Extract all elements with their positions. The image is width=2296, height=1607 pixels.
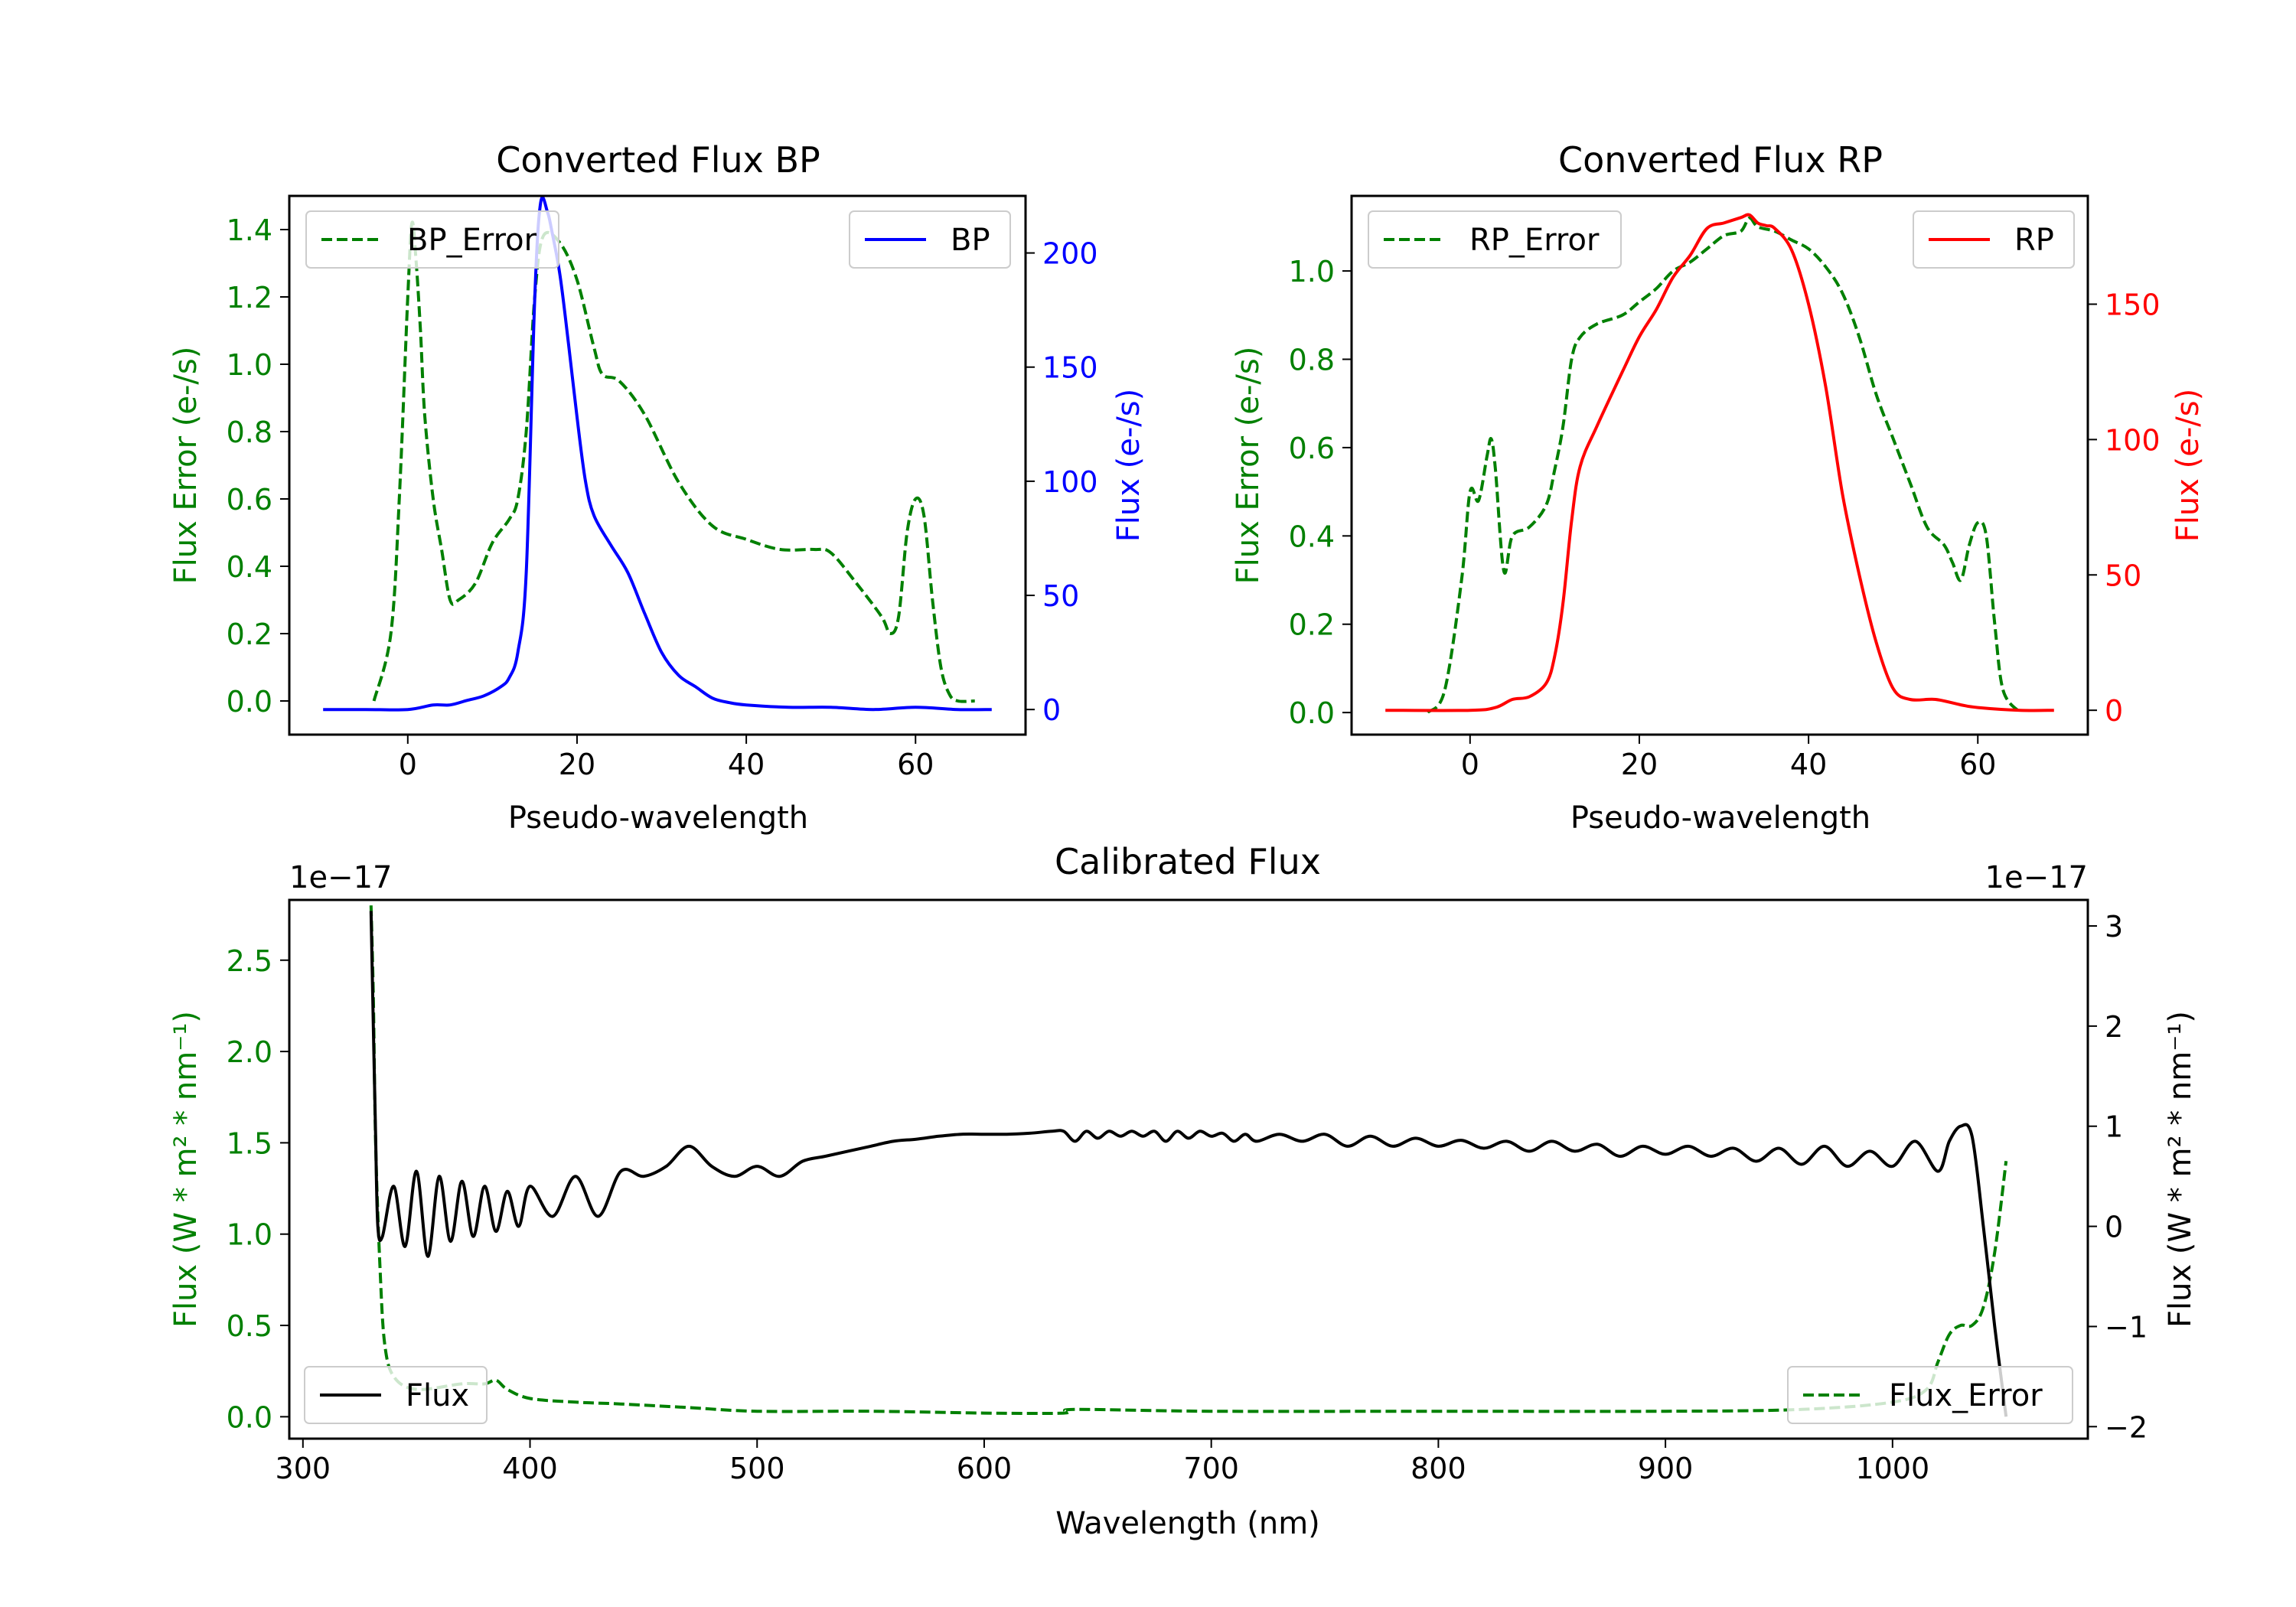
rp-left-y-tick-label: 0.0: [1289, 696, 1335, 730]
bp-x-tick-label: 40: [728, 748, 765, 781]
rp-plot-frame: [1350, 194, 2089, 736]
bp-legend-flux: BP: [849, 210, 1011, 269]
rp-left-axis-label: Flux Error (e-/s): [1231, 347, 1266, 585]
bp-title: Converted Flux BP: [496, 139, 820, 181]
cal-right-y-tick-label: 0: [2105, 1211, 2123, 1244]
bp-legend-error: BP_Error: [305, 210, 559, 269]
bp-left-y-tick-label: 0.8: [227, 416, 272, 449]
rp-panel: Converted Flux RP 0 20 40 60 0.0 0.2 0.4 0.6 0.8…: [1231, 139, 2206, 836]
calibrated-legend-error-box: [1787, 1366, 2073, 1424]
rp-legend-error-label: RP_Error: [1469, 223, 1600, 258]
cal-x-tick-label: 400: [502, 1452, 558, 1485]
rp-legend-flux-box: [1913, 210, 2075, 269]
cal-right-y-tick-label: 1: [2105, 1110, 2123, 1144]
calibrated-right-axis-label: Flux (W * m² * nm⁻¹): [2163, 1011, 2198, 1328]
cal-x-tick-label: 600: [957, 1452, 1013, 1485]
bp-plot-frame: [288, 194, 1027, 736]
rp-series-rp: [1385, 213, 2054, 712]
cal-series-flux: [369, 911, 2008, 1417]
bp-legend-error-label: BP_Error: [407, 223, 537, 258]
bp-x-tick-label: 0: [399, 748, 417, 781]
rp-legend-error-box: [1368, 210, 1622, 269]
rp-right-y-tick-label: 50: [2105, 559, 2141, 592]
rp-right-y-tick-label: 100: [2105, 423, 2161, 457]
calibrated-plot-frame: [288, 898, 2089, 1440]
calibrated-legend-flux: Flux: [304, 1366, 488, 1424]
rp-x-tick-label: 20: [1621, 748, 1658, 781]
bp-right-y-tick-label: 150: [1042, 351, 1098, 385]
cal-left-y-tick-label: 1.0: [227, 1218, 272, 1252]
rp-x-tick-label: 60: [1959, 748, 1996, 781]
cal-x-tick-label: 900: [1638, 1452, 1694, 1485]
bp-left-y-tick-label: 0.0: [227, 685, 272, 719]
bp-left-y-tick-label: 0.6: [227, 483, 272, 517]
bp-left-y-tick-label: 1.2: [227, 281, 272, 315]
calibrated-x-axis-label: Wavelength (nm): [1055, 1506, 1320, 1541]
rp-series-rp-error: [1426, 216, 2022, 714]
bp-left-y-tick-label: 1.0: [227, 348, 272, 382]
bp-x-tick-label: 20: [559, 748, 595, 781]
bp-series-bp-error: [372, 220, 975, 703]
bp-panel: Converted Flux BP 0 20 40 60 0.0 0.2 0.4 0.6 0.8…: [168, 139, 1146, 836]
calibrated-right-offset-label: 1e−17: [1985, 860, 2088, 895]
bp-left-y-tick-label: 0.2: [227, 618, 272, 651]
calibrated-left-offset-label: 1e−17: [289, 860, 392, 895]
bp-x-axis-label: Pseudo-wavelength: [508, 800, 808, 836]
calibrated-panel: Calibrated Flux 1e−17 1e−17 300 400 500 600…: [168, 841, 2198, 1541]
cal-right-y-tick-label: −1: [2105, 1310, 2148, 1344]
calibrated-legend-error: Flux_Error: [1787, 1366, 2073, 1424]
rp-right-axis-label: Flux (e-/s): [2170, 389, 2206, 542]
calibrated-left-axis-label: Flux (W * m² * nm⁻¹): [168, 1011, 204, 1328]
cal-x-tick-label: 700: [1183, 1452, 1239, 1485]
cal-x-tick-label: 800: [1411, 1452, 1466, 1485]
bp-left-axis-label: Flux Error (e-/s): [168, 347, 204, 585]
cal-right-y-tick-label: 3: [2105, 910, 2123, 944]
rp-left-y-tick-label: 0.4: [1289, 520, 1335, 553]
bp-x-tick-label: 60: [897, 748, 934, 781]
rp-right-y-tick-label: 0: [2105, 694, 2123, 728]
cal-series-flux-error: [369, 905, 2008, 1416]
calibrated-title: Calibrated Flux: [1055, 841, 1321, 882]
calibrated-legend-flux-box: [304, 1366, 488, 1424]
bp-right-y-tick-label: 0: [1042, 693, 1061, 727]
rp-left-y-tick-label: 0.8: [1289, 344, 1335, 377]
calibrated-legend-error-label: Flux_Error: [1889, 1378, 2043, 1413]
bp-right-y-tick-label: 50: [1042, 579, 1079, 613]
cal-left-y-tick-label: 0.5: [227, 1309, 272, 1343]
calibrated-legend-flux-label: Flux: [406, 1378, 469, 1413]
bp-legend-error-box: [305, 210, 559, 269]
rp-left-y-tick-label: 0.6: [1289, 432, 1335, 465]
cal-left-y-tick-label: 2.5: [227, 944, 272, 978]
rp-left-y-tick-label: 0.2: [1289, 608, 1335, 642]
cal-x-tick-label: 500: [729, 1452, 785, 1485]
rp-left-y-tick-label: 1.0: [1289, 255, 1335, 288]
cal-left-y-tick-label: 2.0: [227, 1035, 272, 1069]
bp-right-axis-label: Flux (e-/s): [1111, 389, 1146, 542]
cal-x-tick-label: 1000: [1855, 1452, 1929, 1485]
rp-legend-error: RP_Error: [1368, 210, 1622, 269]
bp-left-y-tick-label: 1.4: [227, 214, 272, 247]
cal-right-y-tick-label: −2: [2105, 1410, 2148, 1444]
bp-series-bp: [323, 196, 992, 712]
rp-title: Converted Flux RP: [1558, 139, 1883, 181]
rp-x-tick-label: 0: [1461, 748, 1479, 781]
bp-legend-flux-label: BP: [951, 223, 990, 258]
bp-right-y-tick-label: 200: [1042, 237, 1098, 271]
cal-left-y-tick-label: 1.5: [227, 1126, 272, 1160]
rp-x-axis-label: Pseudo-wavelength: [1570, 800, 1870, 836]
rp-x-tick-label: 40: [1790, 748, 1827, 781]
rp-legend-flux-label: RP: [2014, 223, 2054, 258]
bp-left-y-tick-label: 0.4: [227, 550, 272, 584]
bp-right-y-tick-label: 100: [1042, 465, 1098, 499]
rp-right-y-tick-label: 150: [2105, 288, 2161, 322]
bp-legend-flux-box: [849, 210, 1011, 269]
cal-left-y-tick-label: 0.0: [227, 1400, 272, 1434]
cal-right-y-tick-label: 2: [2105, 1010, 2123, 1044]
cal-x-tick-label: 300: [276, 1452, 331, 1485]
rp-legend-flux: RP: [1913, 210, 2075, 269]
